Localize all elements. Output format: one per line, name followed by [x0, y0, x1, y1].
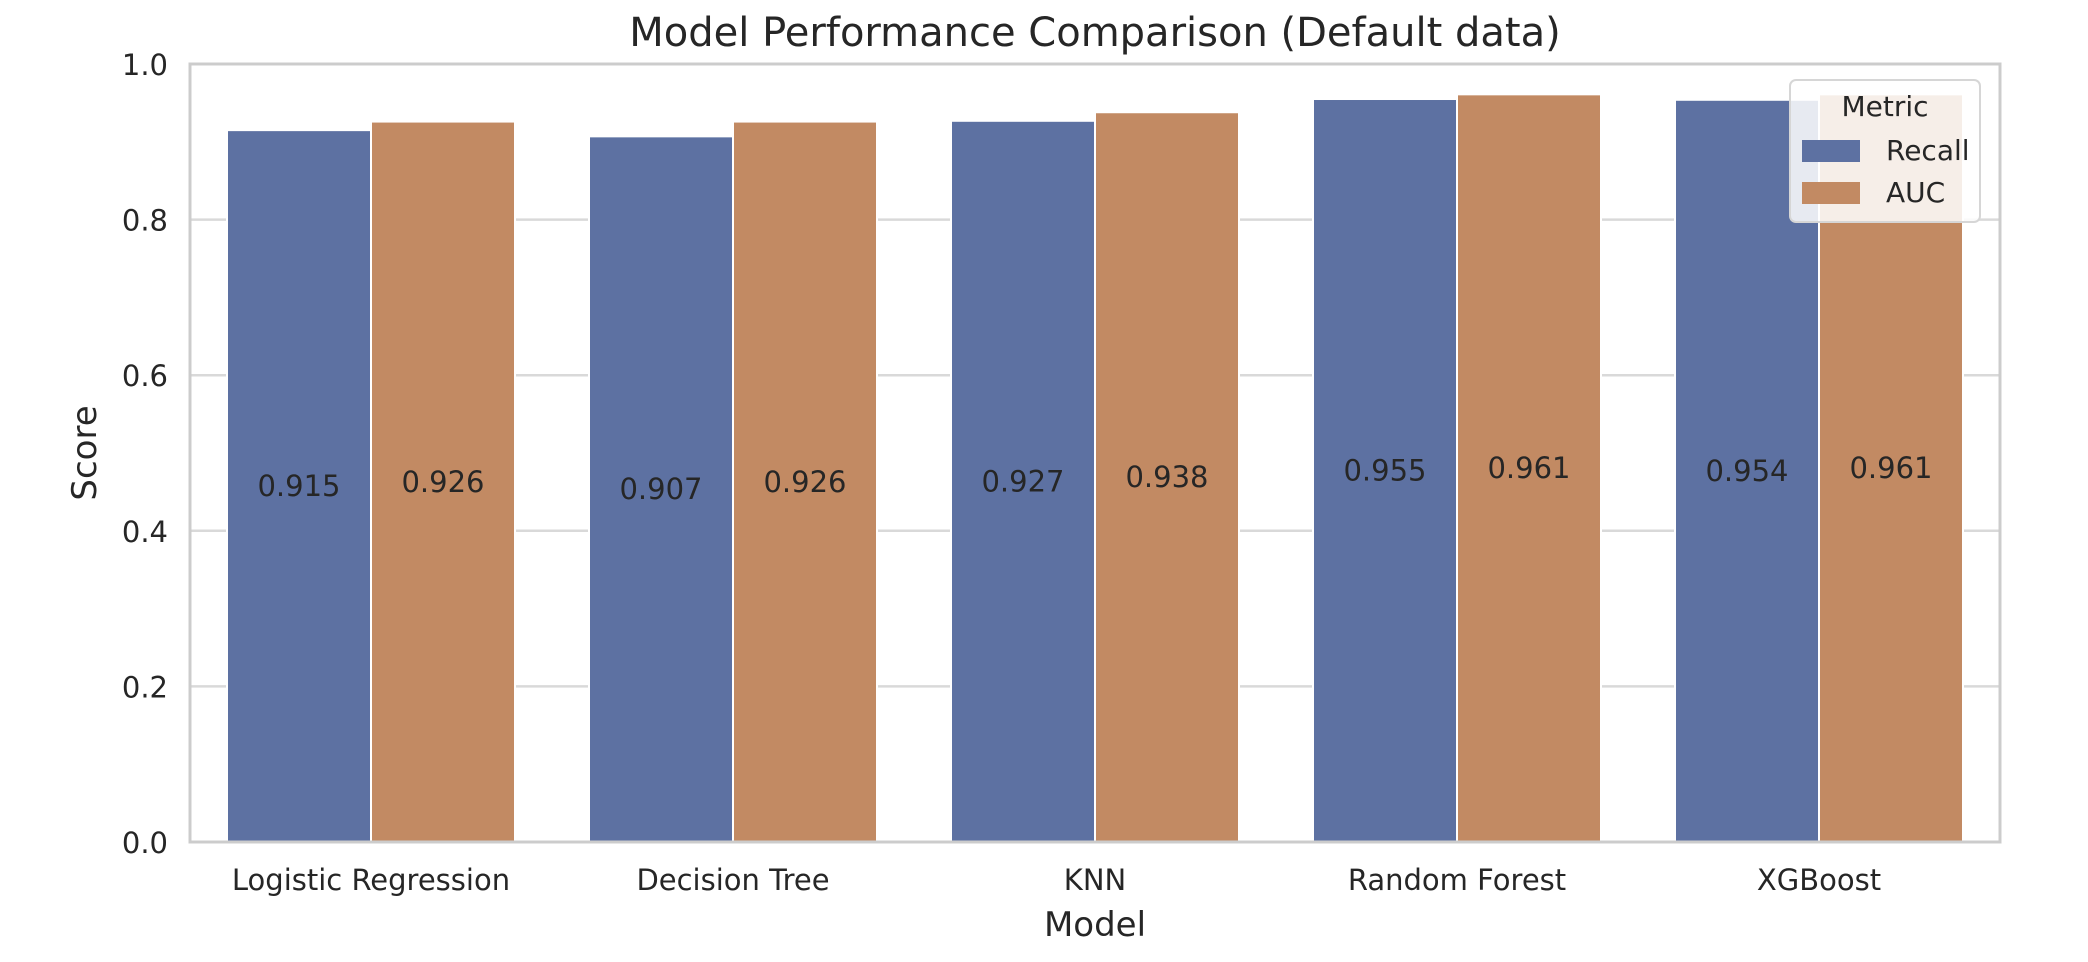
y-tick-label: 0.0 [122, 826, 168, 860]
x-tick-label: Decision Tree [636, 863, 829, 897]
x-tick-label: Logistic Regression [232, 863, 510, 897]
bar-auc [732, 120, 878, 843]
x-tick-label: Random Forest [1348, 863, 1566, 897]
data-label-auc: 0.926 [763, 465, 846, 499]
bar-auc [370, 120, 516, 843]
bar-auc [1456, 93, 1602, 844]
y-tick-label: 0.4 [122, 515, 168, 549]
y-tick-label: 1.0 [122, 48, 168, 82]
data-label-recall: 0.955 [1343, 454, 1426, 488]
y-tick-label: 0.8 [122, 204, 168, 238]
legend-title: Metric [1841, 90, 1928, 123]
legend-swatch-auc [1802, 182, 1860, 204]
plot-frame [188, 62, 2002, 844]
data-label-recall: 0.915 [257, 469, 340, 503]
legend-swatch-recall [1802, 140, 1860, 162]
legend: Metric Recall AUC [1789, 79, 1981, 223]
data-label-recall: 0.927 [981, 464, 1064, 498]
bar-auc [1094, 111, 1240, 843]
y-axis-label: Score [65, 405, 105, 500]
x-axis-ticks: Logistic Regression Decision Tree KNN Rando… [232, 863, 1881, 897]
data-label-auc: 0.926 [401, 465, 484, 499]
data-label-auc: 0.961 [1487, 451, 1570, 485]
x-tick-label: XGBoost [1757, 863, 1881, 897]
legend-label-auc: AUC [1886, 176, 1945, 209]
bar-recall [588, 135, 734, 843]
data-label-recall: 0.907 [619, 472, 702, 506]
legend-label-recall: Recall [1886, 134, 1970, 167]
data-labels-layer: 0.915 0.926 0.907 0.926 0.927 0.938 0.955 0.961… [257, 451, 1932, 506]
x-axis-label: Model [1044, 905, 1146, 945]
chart-title: Model Performance Comparison (Default da… [629, 10, 1560, 56]
y-tick-label: 0.2 [122, 670, 168, 704]
bar-recall [950, 119, 1096, 843]
data-label-auc: 0.938 [1125, 460, 1208, 494]
data-label-auc: 0.961 [1849, 451, 1932, 485]
bar-recall [1312, 98, 1458, 843]
y-axis-ticks: 0.0 0.2 0.4 0.6 0.8 1.0 [122, 48, 168, 860]
data-label-recall: 0.954 [1705, 454, 1788, 488]
x-tick-label: KNN [1064, 863, 1126, 897]
bars-layer [226, 93, 1964, 844]
y-tick-label: 0.6 [122, 359, 168, 393]
